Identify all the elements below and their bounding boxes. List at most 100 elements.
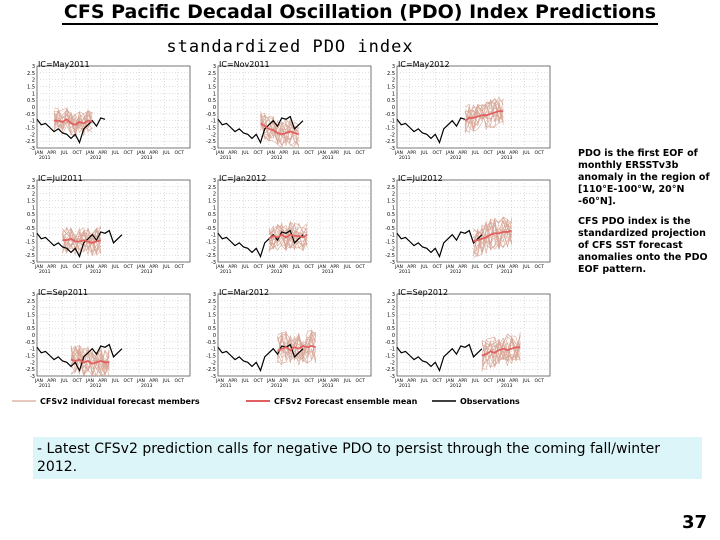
y-tick-label: -0.5 (206, 226, 216, 232)
observation-line (36, 229, 123, 259)
x-tick-label: OCT (356, 378, 366, 384)
panel-frame (396, 179, 551, 263)
year-label: 2011 (220, 269, 232, 275)
y-tick-label: -1 (211, 119, 216, 125)
y-tick-label: 3 (213, 292, 216, 298)
y-tick-label: -2 (211, 246, 216, 252)
legend-label: CFSv2 individual forecast members (40, 397, 200, 406)
y-tick-label: 2 (213, 78, 216, 84)
y-tick-label: 1 (32, 91, 35, 97)
x-tick-label: JAN (215, 378, 224, 384)
x-tick-label: OCT (535, 264, 545, 270)
x-tick-label: APR (458, 378, 467, 384)
y-tick-label: 2.5 (27, 185, 35, 191)
member-line (268, 221, 308, 249)
x-tick-label: APR (509, 264, 518, 270)
ensemble-mean-line (268, 233, 308, 240)
x-tick-label: APR (98, 264, 107, 270)
observation-line (396, 229, 483, 259)
year-label: 2011 (220, 383, 232, 389)
y-tick-label: 1 (32, 205, 35, 211)
y-tick-label: -2.5 (206, 253, 216, 259)
x-tick-label: APR (330, 150, 339, 156)
y-tick-label: -3 (390, 374, 395, 380)
member-line (464, 98, 504, 130)
x-tick-label: JUL (471, 150, 480, 156)
y-tick-label: -1.5 (25, 240, 35, 246)
y-tick-label: -1.5 (25, 126, 35, 132)
y-tick-label: -3 (211, 146, 216, 152)
observation-line (396, 343, 483, 373)
x-tick-label: APR (228, 150, 237, 156)
x-tick-label: JAN (445, 378, 454, 384)
x-tick-label: JAN (136, 264, 145, 270)
x-tick-label: JUL (241, 150, 250, 156)
member-line (481, 335, 521, 372)
x-tick-label: OCT (433, 150, 443, 156)
member-line (70, 349, 110, 376)
x-tick-label: APR (149, 378, 158, 384)
x-tick-label: JUL (292, 378, 301, 384)
page-title: CFS Pacific Decadal Oscillation (PDO) In… (61, 1, 659, 25)
observation-line (36, 343, 123, 373)
year-label: 2013 (322, 269, 334, 275)
y-tick-label: -0.5 (25, 340, 35, 346)
x-tick-label: JAN (34, 264, 43, 270)
panel-ic-label: IC=Nov2011 (219, 60, 270, 69)
x-tick-label: JUL (111, 150, 120, 156)
member-line (481, 336, 521, 371)
x-tick-label: JUL (292, 264, 301, 270)
member-line (473, 221, 513, 250)
y-tick-label: 1.5 (208, 313, 216, 319)
year-label: 2012 (450, 383, 462, 389)
y-tick-label: -2 (211, 132, 216, 138)
x-tick-label: JUL (343, 264, 352, 270)
y-tick-label: 2.5 (387, 71, 395, 77)
x-tick-label: OCT (305, 150, 315, 156)
y-tick-label: -3 (30, 146, 35, 152)
x-tick-label: JAN (34, 378, 43, 384)
year-label: 2012 (271, 269, 283, 275)
x-tick-label: OCT (124, 264, 134, 270)
member-line (53, 110, 93, 130)
y-tick-label: -1 (30, 119, 35, 125)
ensemble-mean-line (54, 118, 93, 126)
year-label: 2013 (141, 269, 153, 275)
member-line (260, 120, 299, 142)
y-tick-label: 2.5 (387, 185, 395, 191)
x-tick-label: JUL (522, 150, 531, 156)
y-tick-label: -0.5 (25, 226, 35, 232)
observation-line (217, 115, 304, 145)
y-tick-label: 2.5 (208, 71, 216, 77)
member-line (260, 118, 299, 140)
x-tick-label: JUL (162, 378, 171, 384)
x-tick-label: JAN (394, 150, 403, 156)
member-line (277, 330, 317, 363)
x-tick-label: APR (509, 150, 518, 156)
y-tick-label: 3 (392, 178, 395, 184)
member-line (481, 336, 521, 360)
x-tick-label: APR (458, 150, 467, 156)
y-tick-label: 2 (392, 306, 395, 312)
x-tick-label: JAN (85, 378, 94, 384)
year-label: 2011 (220, 155, 232, 161)
panel-ic-label: IC=Sep2012 (398, 288, 448, 297)
panel-ic-label: IC=May2012 (398, 60, 450, 69)
y-tick-label: -2 (30, 360, 35, 366)
member-line (473, 216, 512, 257)
y-tick-label: -1 (390, 347, 395, 353)
y-tick-label: -2.5 (385, 139, 395, 145)
y-tick-label: -3 (390, 146, 395, 152)
x-tick-label: APR (279, 150, 288, 156)
x-tick-label: APR (330, 264, 339, 270)
y-tick-label: 0 (392, 333, 395, 339)
y-tick-label: 2.5 (27, 71, 35, 77)
x-tick-label: JUL (343, 150, 352, 156)
member-line (268, 225, 308, 251)
y-tick-label: 0 (32, 333, 35, 339)
year-label: 2011 (39, 383, 51, 389)
